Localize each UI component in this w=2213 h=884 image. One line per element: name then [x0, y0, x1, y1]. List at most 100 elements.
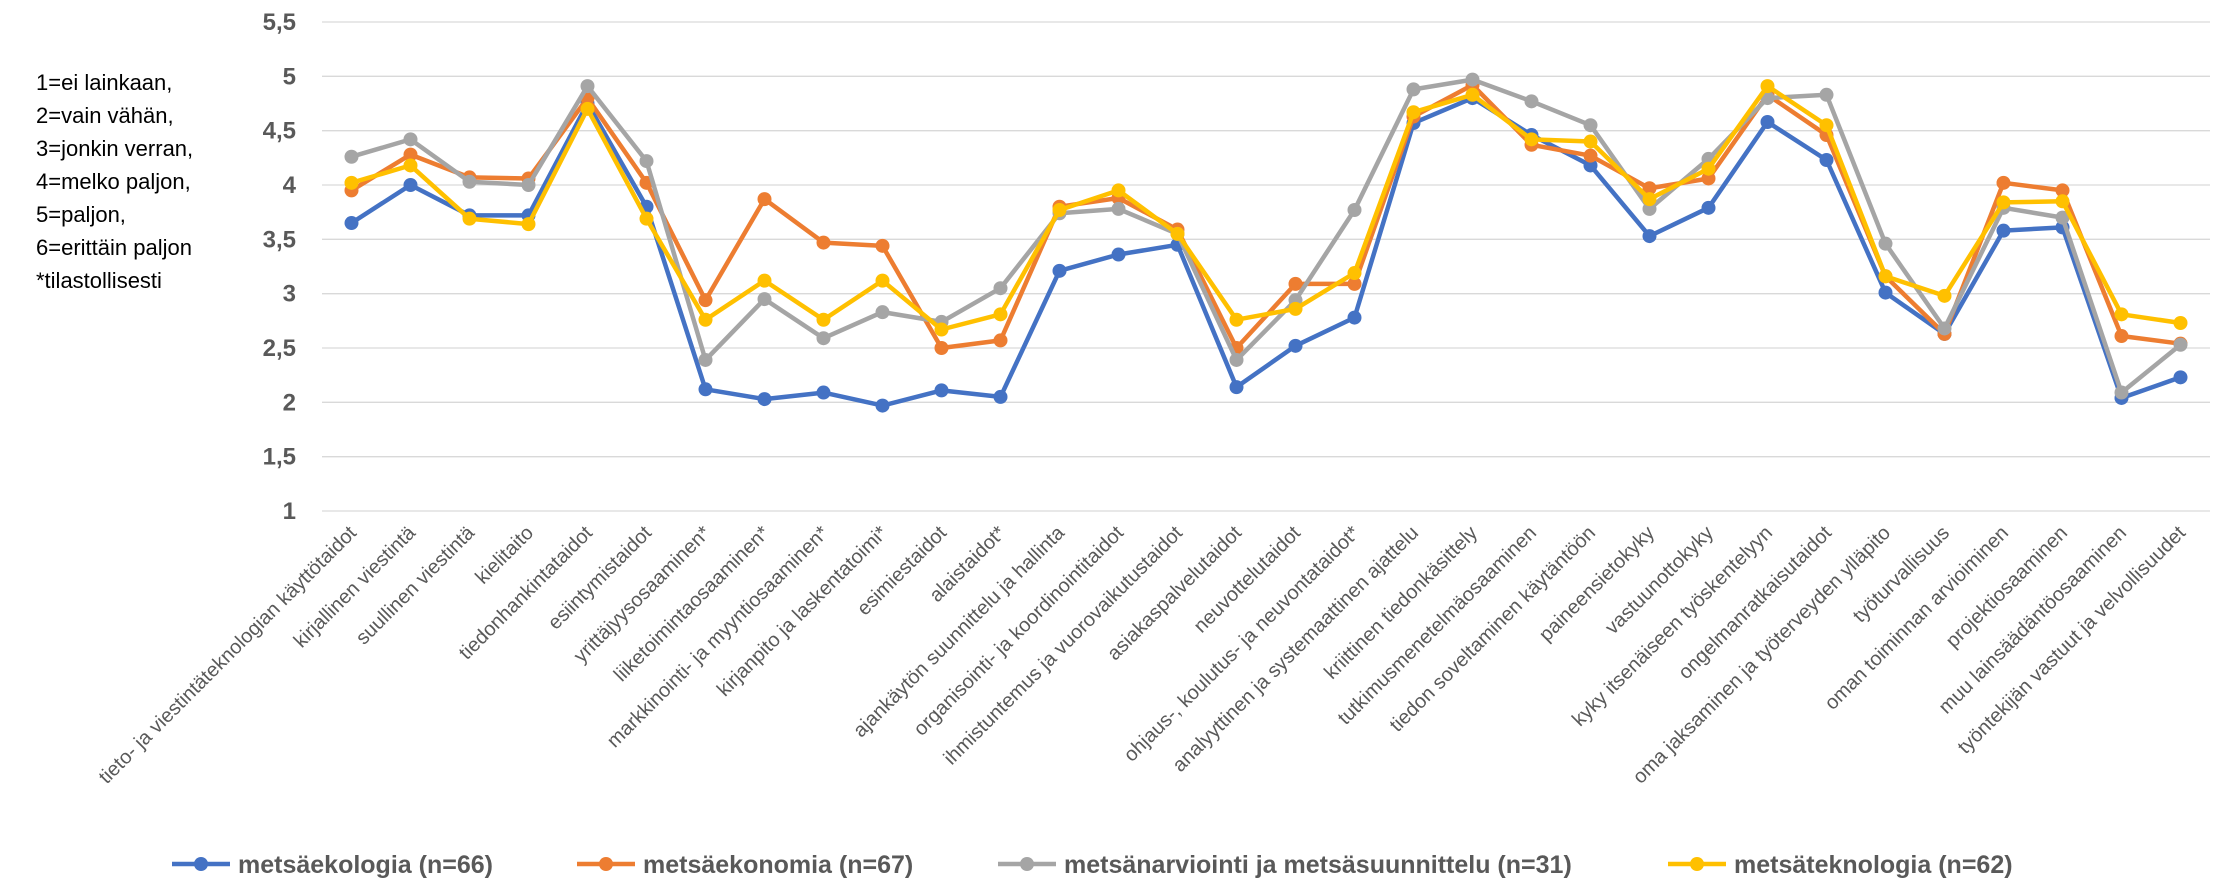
data-point [1701, 171, 1716, 186]
data-point [1406, 82, 1421, 97]
legend-swatch-marker [194, 857, 208, 871]
data-point [1465, 87, 1480, 102]
data-point [1347, 202, 1362, 217]
y-tick-label: 2 [283, 389, 296, 416]
scale-note-line: *tilastollisesti [36, 268, 162, 293]
legend-label: metsäekologia (n=66) [238, 851, 493, 879]
data-point [1642, 201, 1657, 216]
data-point [698, 293, 713, 308]
data-point [521, 217, 536, 232]
data-point [1642, 229, 1657, 244]
legend-label: metsäteknologia (n=62) [1734, 851, 2013, 879]
data-point [2055, 183, 2070, 198]
data-point [2114, 385, 2129, 400]
data-point [1229, 352, 1244, 367]
y-tick-label: 4 [283, 172, 297, 199]
data-point [1288, 301, 1303, 316]
legend-swatch-marker [1690, 857, 1704, 871]
data-point [2173, 337, 2188, 352]
data-point [1878, 269, 1893, 284]
data-point [1583, 158, 1598, 173]
data-point [1229, 312, 1244, 327]
data-point [1524, 132, 1539, 147]
data-point [521, 178, 536, 192]
data-point [875, 398, 890, 413]
data-point [875, 238, 890, 253]
data-point [1347, 276, 1362, 291]
data-point [344, 175, 359, 190]
data-point [1052, 263, 1067, 278]
data-point [639, 211, 654, 226]
x-tick-label: esiintymistaidot [544, 522, 657, 635]
data-point [1878, 285, 1893, 300]
series-group [344, 72, 2188, 400]
data-point [2114, 307, 2129, 322]
gridlines [322, 21, 2210, 512]
scale-note: 1=ei lainkaan, 2=vain vähän, 3=jonkin ve… [36, 66, 193, 297]
data-point [757, 392, 772, 407]
data-point [993, 307, 1008, 322]
data-point [344, 149, 359, 164]
data-point [1288, 276, 1303, 291]
x-tick-label: organisointi- ja koordinointitaidot [910, 522, 1129, 741]
scale-note-line: 5=paljon, [36, 202, 126, 227]
data-point [2055, 210, 2070, 225]
data-point [875, 305, 890, 320]
data-point [1878, 236, 1893, 251]
x-tick-label: tieto- ja viestintäteknologian käyttötai… [95, 522, 362, 789]
y-tick-label: 3,5 [263, 226, 296, 253]
data-point [993, 389, 1008, 404]
data-point [757, 292, 772, 307]
y-tick-label: 4,5 [263, 118, 296, 145]
data-point [1406, 105, 1421, 120]
data-point [344, 216, 359, 231]
data-point [934, 383, 949, 398]
data-point [1347, 266, 1362, 281]
data-point [580, 79, 595, 94]
data-point [1642, 181, 1657, 196]
data-point [934, 341, 949, 355]
legend-label: metsäekonomia (n=67) [643, 851, 913, 879]
data-point [816, 312, 831, 327]
legend-label: metsänarviointi ja metsäsuunnittelu (n=3… [1064, 851, 1572, 879]
x-tick-label: ajankäytön suunnittelu ja hallinta [849, 521, 1070, 742]
data-point [816, 235, 831, 250]
y-tick-label: 5,5 [263, 9, 296, 36]
data-point [1524, 94, 1539, 109]
data-point [757, 192, 772, 207]
series-group [344, 91, 2188, 413]
series-line [349, 95, 2183, 408]
data-point [403, 147, 418, 162]
legend-swatch-marker [1020, 857, 1034, 871]
scale-note-line: 3=jonkin verran, [36, 136, 194, 161]
data-point [993, 281, 1008, 296]
data-point [816, 385, 831, 400]
data-point [462, 211, 477, 226]
data-point [1347, 310, 1362, 325]
data-point [403, 178, 418, 192]
legend: metsäekologia (n=66) metsäekonomia (n=67)… [172, 851, 2013, 879]
legend-swatch-marker [599, 857, 613, 871]
scale-note-line: 6=erittäin paljon [36, 235, 192, 260]
data-point [698, 382, 713, 397]
y-tick-label: 5 [283, 63, 296, 90]
data-point [1170, 226, 1185, 241]
y-tick-label: 2,5 [263, 335, 296, 362]
data-point [639, 154, 654, 169]
data-point [1819, 118, 1834, 133]
data-point [1819, 153, 1834, 168]
data-point [698, 312, 713, 327]
data-point [1819, 87, 1834, 102]
data-point [2173, 316, 2188, 331]
data-point [1701, 200, 1716, 215]
y-tick-label: 1,5 [263, 444, 296, 471]
data-point [1996, 195, 2011, 210]
data-point [1760, 114, 1775, 129]
data-point [1052, 202, 1067, 217]
data-point [403, 158, 418, 173]
scale-note-line: 2=vain vähän, [36, 103, 174, 128]
data-point [1760, 79, 1775, 94]
data-point [2055, 194, 2070, 209]
